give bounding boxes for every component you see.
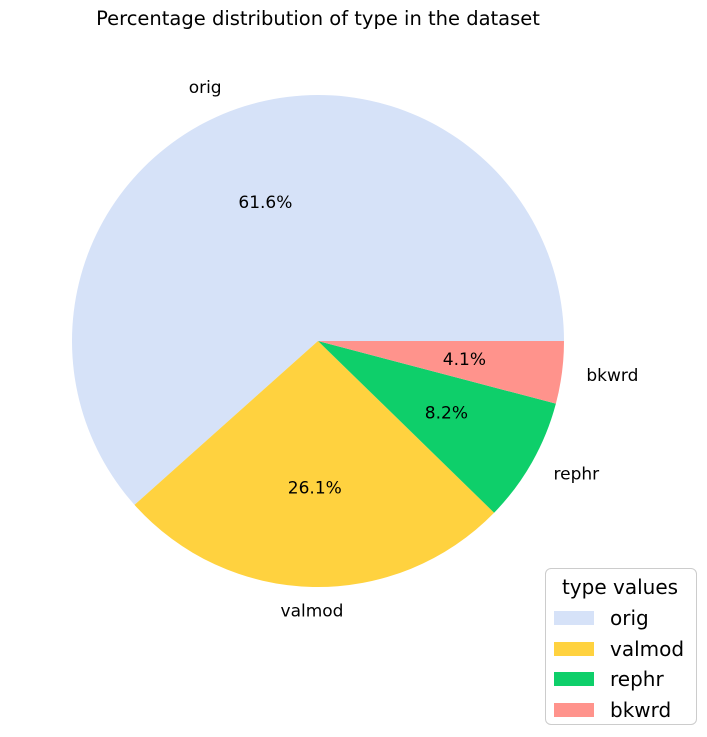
legend-item-orig: orig [554,603,686,634]
pie-value-label-rephr: 8.2% [425,404,468,424]
legend-swatch-rephr [554,672,594,687]
pie-value-label-bkwrd: 4.1% [443,350,486,370]
pie-value-label-orig: 61.6% [238,193,292,213]
pie-category-label-valmod: valmod [281,602,344,622]
legend-item-bkwrd: bkwrd [554,695,686,726]
pie-slice-valmod [134,341,495,588]
legend-swatch-bkwrd [554,702,594,717]
chart-title: Percentage distribution of type in the d… [96,7,540,30]
pie-slice-rephr [318,341,556,513]
legend-swatch-orig [554,611,594,626]
legend-label-bkwrd: bkwrd [610,697,672,722]
legend-label-valmod: valmod [610,636,685,661]
pie-slice-orig [72,94,564,505]
legend-label-orig: orig [610,606,649,631]
pie-category-label-orig: orig [189,78,222,98]
pie-category-label-bkwrd: bkwrd [586,366,638,386]
pie-value-label-valmod: 26.1% [288,479,342,499]
legend-title: type values [561,575,679,599]
pie-slice-bkwrd [318,341,564,404]
pie-category-label-rephr: rephr [554,464,600,484]
legend-label-rephr: rephr [610,667,664,692]
legend-swatch-valmod [554,641,594,656]
legend-item-valmod: valmod [554,634,686,665]
legend: type values orig valmod rephr bkwrd [545,568,697,725]
legend-item-rephr: rephr [554,664,686,695]
